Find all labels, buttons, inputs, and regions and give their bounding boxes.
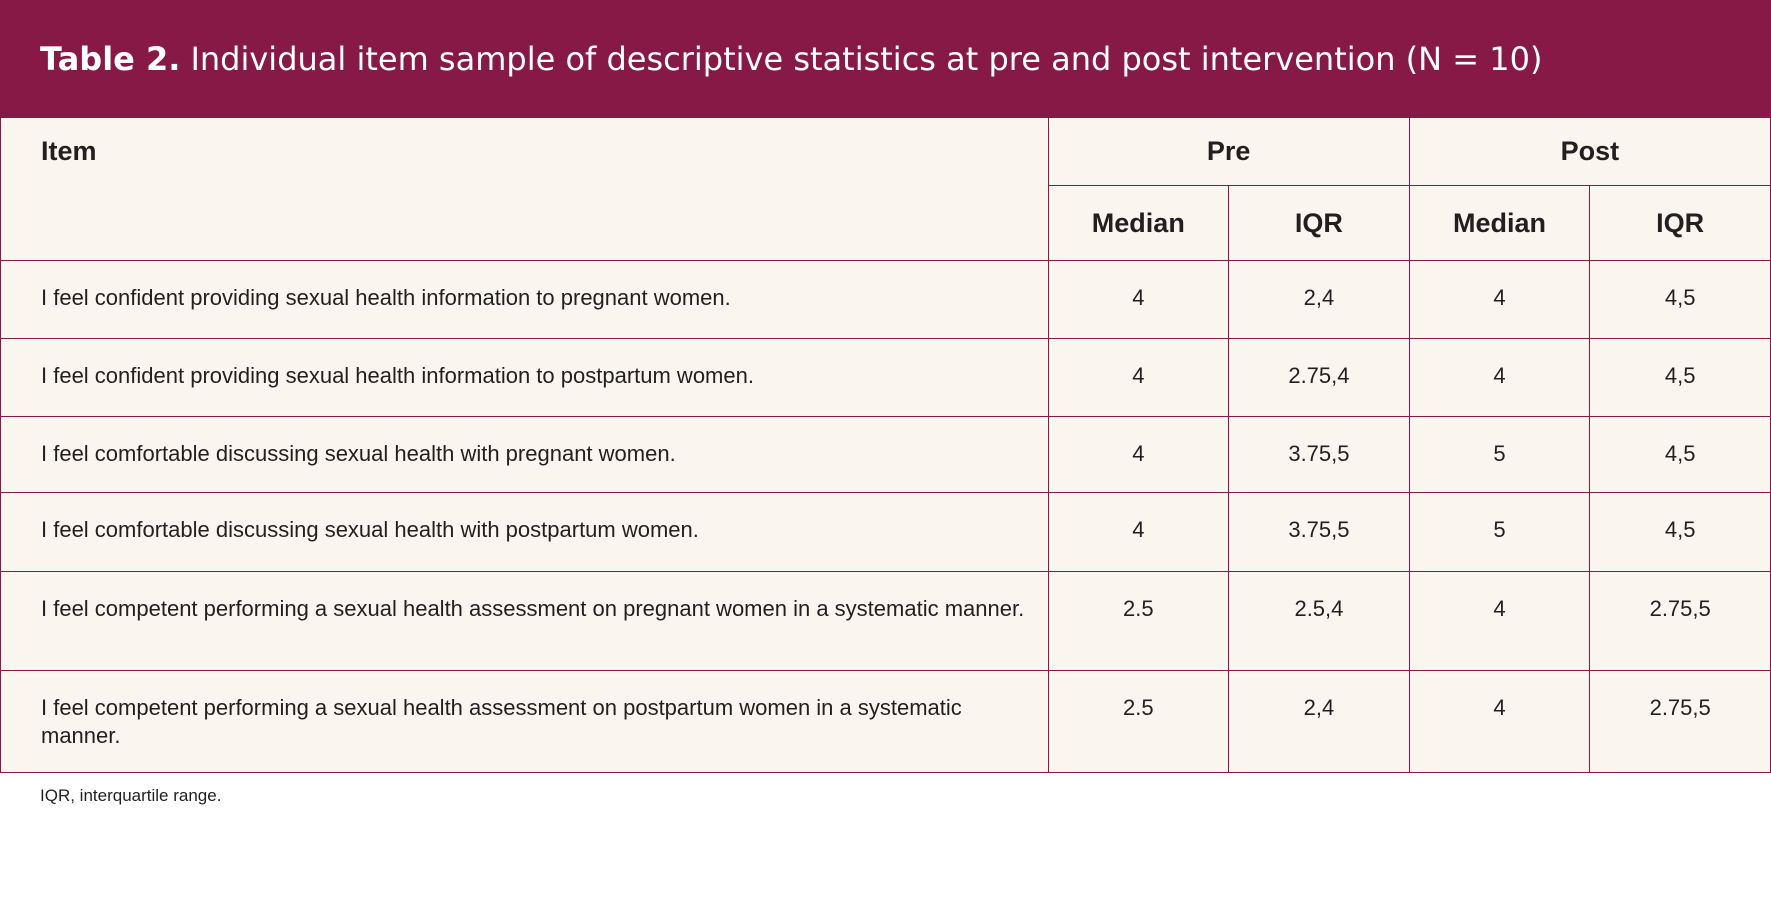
post-iqr-cell: 4,5	[1589, 260, 1771, 339]
descriptive-statistics-table: Item Pre Post Median IQR Median IQR I fe…	[0, 117, 1771, 773]
post-iqr-header: IQR	[1589, 185, 1771, 261]
pre-median-cell: 4	[1047, 260, 1230, 339]
post-iqr-cell: 4,5	[1589, 492, 1771, 572]
table-caption: Individual item sample of descriptive st…	[190, 39, 1543, 78]
pre-iqr-cell: 3.75,5	[1228, 492, 1410, 572]
post-median-header: Median	[1408, 185, 1591, 261]
pre-iqr-cell: 2.5,4	[1228, 571, 1410, 671]
pre-median-cell: 4	[1047, 416, 1230, 493]
pre-median-cell: 4	[1047, 492, 1230, 572]
table-row: I feel competent performing a sexual hea…	[0, 571, 1771, 671]
item-cell: I feel confident providing sexual health…	[0, 338, 1049, 417]
table-row: I feel confident providing sexual health…	[0, 338, 1771, 417]
table-label: Table 2.	[40, 39, 181, 78]
item-cell: I feel comfortable discussing sexual hea…	[0, 416, 1049, 493]
item-cell: I feel competent performing a sexual hea…	[0, 670, 1049, 773]
data-table-container: Item Pre Post Median IQR Median IQR I fe…	[0, 117, 1771, 773]
item-cell: I feel competent performing a sexual hea…	[0, 571, 1049, 671]
post-median-cell: 4	[1408, 670, 1591, 773]
pre-median-cell: 4	[1047, 338, 1230, 417]
pre-iqr-cell: 2.75,4	[1228, 338, 1410, 417]
post-iqr-cell: 4,5	[1589, 416, 1771, 493]
pre-iqr-cell: 2,4	[1228, 260, 1410, 339]
table-footnote: IQR, interquartile range.	[40, 786, 222, 805]
pre-group-header: Pre	[1047, 117, 1410, 186]
item-column-header: Item	[0, 117, 1049, 261]
post-median-cell: 4	[1408, 338, 1591, 417]
table-title-bar: Table 2. Individual item sample of descr…	[0, 0, 1771, 117]
item-cell: I feel confident providing sexual health…	[0, 260, 1049, 339]
post-iqr-cell: 2.75,5	[1589, 670, 1771, 773]
post-median-cell: 5	[1408, 416, 1591, 493]
post-iqr-cell: 2.75,5	[1589, 571, 1771, 671]
post-median-cell: 4	[1408, 260, 1591, 339]
pre-median-cell: 2.5	[1047, 571, 1230, 671]
pre-iqr-cell: 3.75,5	[1228, 416, 1410, 493]
post-group-header: Post	[1408, 117, 1771, 186]
pre-median-header: Median	[1047, 185, 1230, 261]
table-row: I feel competent performing a sexual hea…	[0, 670, 1771, 773]
table-row: I feel comfortable discussing sexual hea…	[0, 492, 1771, 572]
pre-iqr-header: IQR	[1228, 185, 1410, 261]
pre-iqr-cell: 2,4	[1228, 670, 1410, 773]
pre-median-cell: 2.5	[1047, 670, 1230, 773]
post-iqr-cell: 4,5	[1589, 338, 1771, 417]
table-row: I feel comfortable discussing sexual hea…	[0, 416, 1771, 493]
post-median-cell: 4	[1408, 571, 1591, 671]
table-row: I feel confident providing sexual health…	[0, 260, 1771, 339]
item-cell: I feel comfortable discussing sexual hea…	[0, 492, 1049, 572]
post-median-cell: 5	[1408, 492, 1591, 572]
